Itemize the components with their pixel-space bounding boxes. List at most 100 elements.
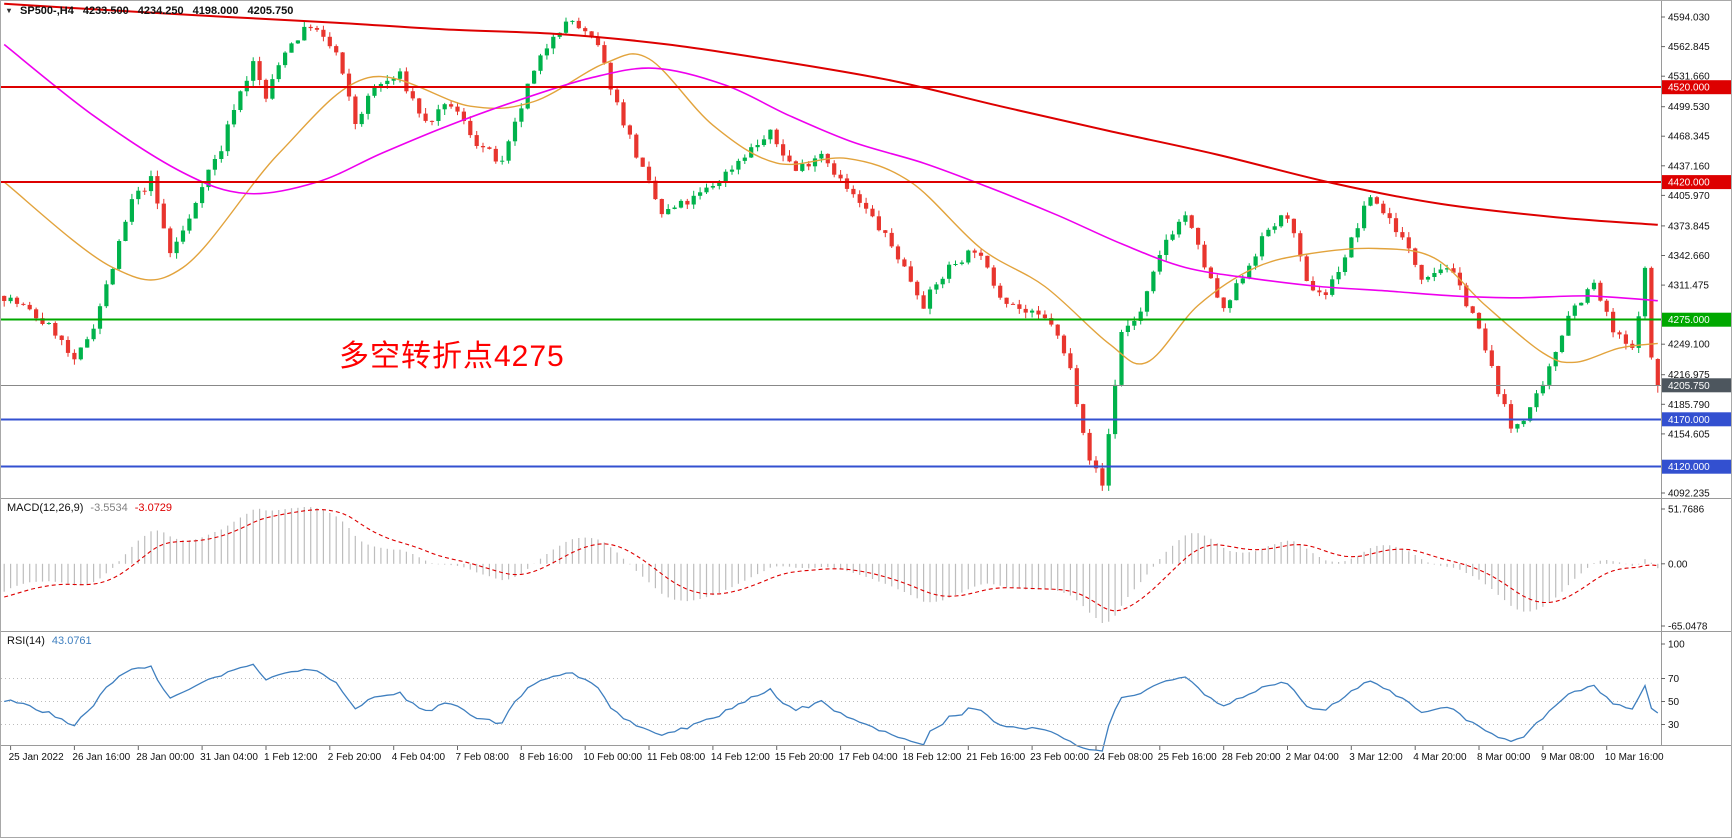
candle-body — [295, 40, 300, 44]
candle-body — [1566, 315, 1571, 336]
price-scale-label: 4437.160 — [1668, 161, 1710, 172]
price-scale[interactable]: 4594.030 4562.845 4531.660 4499.530 4468.345… — [1661, 1, 1731, 745]
candle-body — [180, 230, 186, 242]
candle-body — [110, 269, 115, 285]
price-level-badge — [1662, 412, 1731, 427]
candle-body — [104, 284, 109, 307]
candle-body — [1470, 306, 1475, 313]
candle-body — [1240, 278, 1245, 284]
candle-body — [231, 110, 237, 125]
candle-body — [1553, 352, 1558, 367]
time-axis[interactable]: 25 Jan 2022 26 Jan 16:00 28 Jan 00:00 31 Ja… — [9, 746, 1664, 763]
candle-body — [378, 84, 383, 87]
candle-body — [225, 124, 230, 152]
candle-body — [1323, 292, 1328, 295]
candle-body — [397, 71, 403, 79]
candle-body — [1406, 237, 1411, 249]
candle-body — [1374, 197, 1379, 204]
candle-body — [283, 52, 288, 66]
candle-body — [519, 108, 524, 122]
candle-body — [1042, 314, 1047, 319]
candle-body — [729, 169, 735, 172]
price-level-badge — [1662, 312, 1731, 327]
price-scale-label: 4342.660 — [1668, 251, 1710, 262]
rsi-value: 43.0761 — [51, 635, 92, 647]
candle-body — [1259, 236, 1265, 257]
candle-body — [1202, 244, 1207, 268]
candle-body — [200, 187, 205, 204]
price-scale-label: 4373.845 — [1668, 221, 1710, 232]
symbol-dropdown-icon[interactable]: ▾ — [7, 6, 12, 15]
candle-body — [1572, 305, 1577, 316]
candle-body — [1413, 248, 1418, 265]
time-axis-label: 4 Mar 20:00 — [1413, 752, 1467, 763]
candle-body — [991, 267, 996, 286]
candle-body — [934, 284, 939, 290]
candle-body — [1004, 297, 1009, 304]
rsi-scale-label: 30 — [1668, 720, 1680, 731]
price-scale-label: 4092.235 — [1668, 489, 1710, 500]
candle-body — [538, 55, 543, 71]
candle-body — [474, 135, 479, 146]
time-axis-label: 7 Feb 08:00 — [456, 752, 510, 763]
candle-body — [1317, 290, 1322, 293]
chart-header: ▾ SP500-,H4 4233.500 4234.250 4198.000 4… — [7, 5, 293, 17]
candle-body — [672, 207, 677, 209]
candle-body — [65, 340, 71, 353]
time-axis-label: 15 Feb 20:00 — [775, 752, 834, 763]
rsi-panel: 100 70 50 30 — [1, 640, 1685, 752]
panel-dividers — [1, 498, 1731, 746]
rsi-name-label: RSI(14) — [7, 635, 45, 647]
candle-body — [423, 113, 428, 121]
candle-body — [1642, 267, 1648, 317]
macd-scale-label: -65.0478 — [1668, 622, 1708, 633]
candle-body — [583, 28, 588, 32]
candle-body — [698, 192, 703, 196]
candle-body — [659, 199, 664, 215]
time-axis-label: 18 Feb 12:00 — [902, 752, 961, 763]
macd-signal-value: -3.0729 — [134, 502, 173, 514]
candle-body — [1132, 321, 1137, 326]
candle-body — [1419, 264, 1424, 280]
candle-body — [1425, 277, 1431, 280]
candle-body — [1336, 272, 1341, 280]
candle-body — [429, 120, 435, 122]
candle-body — [391, 78, 396, 81]
macd-indicator-label: MACD(12,26,9) -3.5534 -3.0729 — [7, 502, 172, 514]
price-scale-label: 4468.345 — [1668, 132, 1710, 143]
candle-body — [334, 46, 339, 53]
candle-body — [206, 169, 211, 188]
price-scale-label: 4405.970 — [1668, 191, 1710, 202]
time-axis-label: 8 Feb 16:00 — [519, 752, 573, 763]
candle-body — [148, 176, 154, 192]
candle-body — [678, 200, 684, 208]
price-scale-label: 4594.030 — [1668, 13, 1710, 24]
candle-body — [46, 323, 51, 324]
candle-body — [1106, 434, 1111, 486]
time-axis-label: 10 Mar 16:00 — [1605, 752, 1664, 763]
price-scale-label: 4499.530 — [1668, 102, 1710, 113]
candle-body — [844, 178, 850, 189]
ohlc-close-value: 4205.750 — [247, 5, 294, 17]
candle-body — [155, 176, 160, 204]
candle-body — [244, 80, 249, 92]
candle-body — [34, 309, 39, 319]
candle-body — [85, 339, 90, 348]
price-scale-label: 4562.845 — [1668, 42, 1710, 53]
macd-scale-label: 0.00 — [1668, 559, 1688, 570]
candle-body — [1093, 460, 1099, 469]
price-level-badge — [1662, 175, 1731, 190]
candle-body — [570, 20, 575, 22]
candle-body — [385, 80, 390, 84]
candle-body — [1010, 303, 1016, 305]
candle-body — [1528, 407, 1533, 421]
candle-body — [136, 190, 141, 200]
candle-body — [864, 202, 869, 209]
ma-slow-line — [4, 2, 1658, 226]
candle-body — [1521, 420, 1526, 425]
candle-body — [449, 104, 454, 107]
candle-body — [493, 148, 498, 162]
candle-body — [576, 20, 581, 29]
rsi-scale-label: 50 — [1668, 697, 1680, 708]
